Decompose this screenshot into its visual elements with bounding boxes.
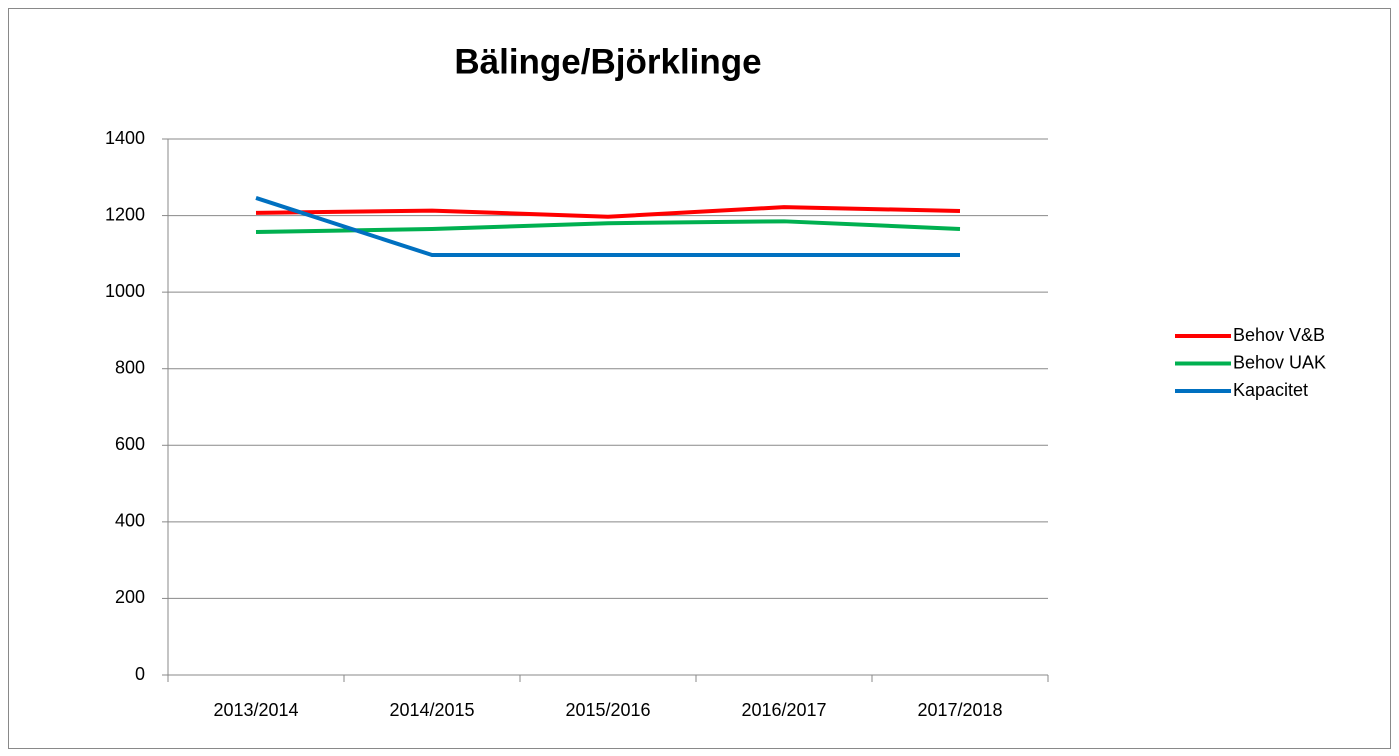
y-tick-label: 600 <box>115 434 145 454</box>
chart-title: Bälinge/Björklinge <box>454 42 761 81</box>
x-tick-label: 2016/2017 <box>741 700 826 720</box>
legend-label: Behov V&B <box>1233 325 1325 345</box>
series-line <box>255 196 960 258</box>
y-tick-label: 1000 <box>105 281 145 301</box>
legend-label: Behov UAK <box>1233 352 1326 372</box>
y-tick-label: 400 <box>115 511 145 531</box>
y-tick-label: 1400 <box>105 128 145 148</box>
series-line <box>255 205 961 219</box>
y-tick-label: 1200 <box>105 204 145 224</box>
x-tick-label: 2013/2014 <box>213 700 298 720</box>
x-tick-label: 2015/2016 <box>565 700 650 720</box>
legend-label: Kapacitet <box>1233 380 1308 400</box>
chart-border <box>8 8 1391 749</box>
series-line <box>255 219 961 235</box>
y-tick-label: 800 <box>115 357 145 377</box>
x-tick-label: 2014/2015 <box>389 700 474 720</box>
x-tick-label: 2017/2018 <box>917 700 1002 720</box>
y-tick-label: 200 <box>115 587 145 607</box>
y-tick-label: 0 <box>135 664 145 684</box>
